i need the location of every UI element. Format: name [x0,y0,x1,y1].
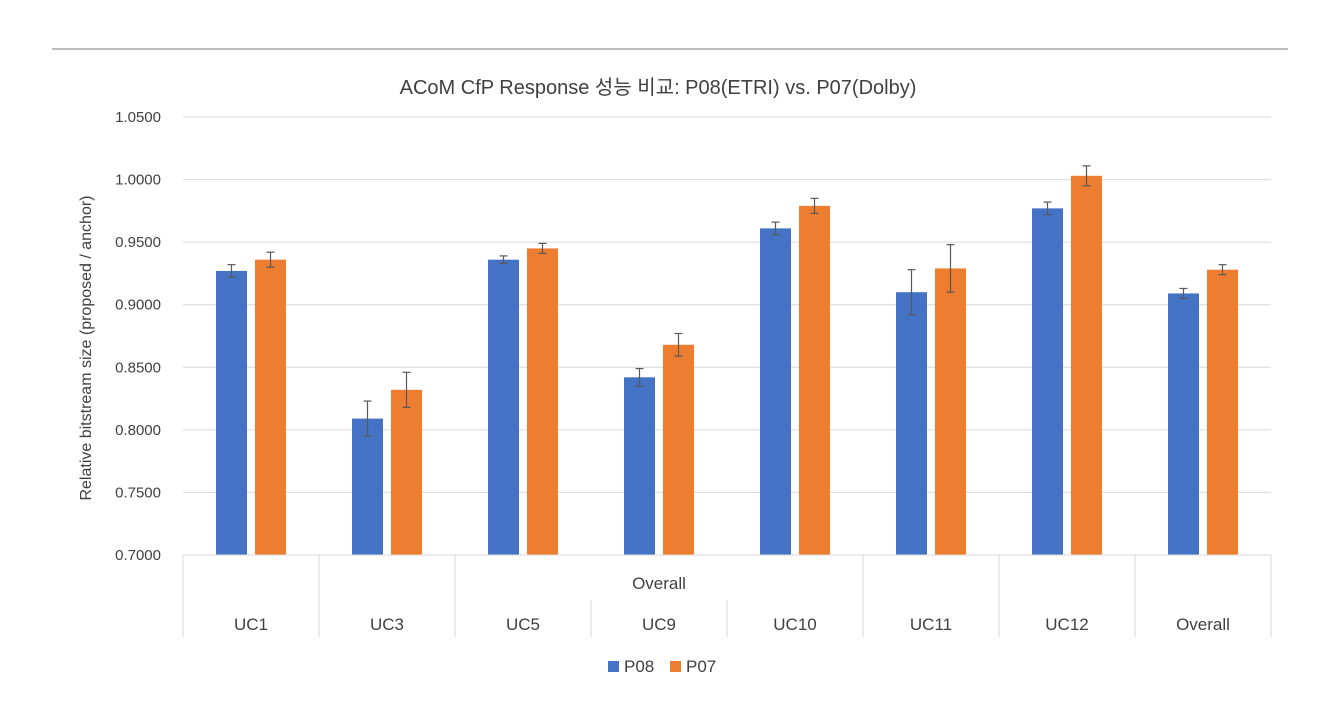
bar-p08-uc10 [760,228,791,555]
y-tick-label: 0.8000 [115,422,161,439]
error-bar [227,264,236,278]
bar-p07-uc10 [799,205,830,555]
legend-swatch-p07 [670,661,681,672]
bar-p07-uc1 [255,259,286,555]
y-tick-label: 0.9000 [115,297,161,314]
error-bar [907,269,916,316]
error-bar [1179,287,1188,300]
error-bar [635,367,644,387]
x-tick-label: Overall [1176,615,1230,634]
x-tick-label: UC1 [234,615,268,634]
error-bar [499,255,508,265]
bar-p08-overall [1168,293,1199,555]
bar-p07-uc5 [527,248,558,555]
legend-label-p07: P07 [686,657,716,676]
y-tick-label: 0.8500 [115,359,161,376]
bar-p07-overall [1207,269,1238,555]
y-tick-label: 1.0500 [115,109,161,126]
bars [216,165,1238,555]
bar-p08-uc5 [488,259,519,555]
gridlines [183,116,1271,556]
bar-p08-uc11 [896,292,927,555]
bar-p07-uc3 [391,389,422,555]
y-tick-label: 1.0000 [115,172,161,189]
error-bar [946,244,955,293]
x-axis: UC1 UC3 UC5 UC9 UC10 UC11 UC12 Overall Overall [182,554,1272,637]
error-bar [810,197,819,214]
error-bar [1043,201,1052,216]
error-bar [538,242,547,255]
legend: P08 P07 [608,657,716,676]
error-bar [1218,264,1227,276]
y-tick-labels: 0.7000 0.7500 0.8000 0.8500 0.9000 0.9500 1.00… [115,109,161,564]
x-tick-label: UC9 [642,615,676,634]
error-bar [1082,165,1091,187]
x-group-label: Overall [632,574,686,593]
legend-swatch-p08 [608,661,619,672]
x-tick-label: UC5 [506,615,540,634]
error-bar [363,400,372,437]
y-tick-label: 0.7000 [115,547,161,564]
x-tick-label: UC10 [773,615,816,634]
bar-p08-uc3 [352,418,383,555]
bar-p07-uc9 [663,344,694,555]
y-axis-label: Relative bitstream size (proposed / anch… [78,195,95,500]
y-tick-label: 0.9500 [115,234,161,251]
chart-title: ACoM CfP Response 성능 비교: P08(ETRI) vs. P… [400,76,917,99]
x-tick-label: UC11 [910,615,952,634]
bar-p07-uc12 [1071,175,1102,555]
bar-p08-uc12 [1032,208,1063,555]
x-tick-label: UC12 [1045,615,1088,634]
bar-p08-uc1 [216,270,247,555]
error-bar [402,371,411,408]
error-bar [674,332,683,357]
bar-p08-uc9 [624,377,655,555]
bar-p07-uc11 [935,268,966,555]
legend-label-p08: P08 [624,657,654,676]
error-bar [771,221,780,236]
x-tick-label: UC3 [370,615,404,634]
error-bar [266,251,275,268]
y-tick-label: 0.7500 [115,484,161,501]
